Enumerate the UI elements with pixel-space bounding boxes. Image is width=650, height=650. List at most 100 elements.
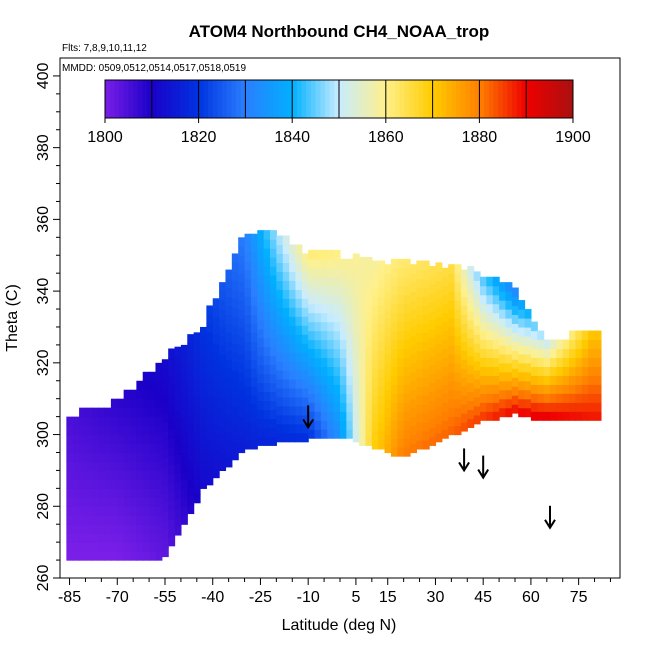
heatmap-cell (244, 439, 252, 450)
heatmap-cell (460, 377, 468, 387)
heatmap-cell (219, 309, 227, 319)
heatmap-cell (149, 416, 157, 427)
heatmap-cell (448, 353, 456, 364)
heatmap-cell (308, 393, 316, 403)
heatmap-cell (161, 439, 169, 450)
heatmap-cell (403, 312, 411, 323)
colorbar-swatch (540, 80, 546, 118)
heatmap-cell (378, 260, 386, 271)
heatmap-cell (454, 273, 462, 283)
heatmap-cell (327, 429, 335, 439)
heatmap-cell (581, 330, 589, 341)
y-tick-label: 280 (35, 493, 52, 520)
heatmap-cell (225, 404, 233, 414)
heatmap-cell (104, 425, 112, 436)
heatmap-cell (390, 357, 398, 368)
heatmap-cell (511, 305, 519, 316)
heatmap-cell (66, 434, 74, 445)
heatmap-cell (327, 294, 335, 305)
heatmap-cell (460, 395, 468, 405)
heatmap-cell (155, 506, 163, 516)
heatmap-cell (530, 330, 538, 341)
heatmap-cell (365, 257, 373, 267)
heatmap-cell (340, 357, 347, 368)
heatmap-cell (206, 314, 214, 324)
heatmap-cell (359, 310, 367, 321)
heatmap-cell (575, 384, 583, 394)
heatmap-cell (206, 359, 214, 369)
heatmap-cell (206, 475, 214, 486)
heatmap-cell (518, 300, 526, 310)
heatmap-cell (410, 291, 417, 301)
heatmap-cell (480, 366, 487, 376)
heatmap-cell (320, 393, 328, 403)
heatmap-cell (174, 436, 182, 446)
heatmap-cell (187, 352, 195, 362)
heatmap-cell (327, 375, 335, 385)
heatmap-cell (575, 402, 583, 412)
heatmap-cell (225, 422, 233, 432)
heatmap-cell (282, 307, 290, 317)
heatmap-cell (295, 361, 303, 371)
heatmap-cell (352, 307, 360, 317)
colorbar-swatch (441, 80, 448, 118)
heatmap-cell (212, 307, 220, 317)
heatmap-cell (410, 362, 417, 373)
heatmap-cell (397, 420, 405, 430)
heatmap-cell (346, 303, 354, 314)
heatmap-cell (295, 325, 303, 335)
heatmap-cell (180, 515, 188, 525)
heatmap-cell (435, 316, 443, 326)
heatmap-cell (359, 400, 367, 411)
heatmap-cell (117, 407, 125, 418)
heatmap-cell (244, 386, 252, 396)
heatmap-cell (270, 310, 277, 321)
heatmap-cell (168, 411, 176, 421)
heatmap-cell (371, 305, 379, 316)
heatmap-cell (492, 303, 500, 314)
y-tick-label: 360 (35, 206, 52, 233)
heatmap-cell (378, 430, 386, 441)
heatmap-cell (518, 335, 526, 346)
heatmap-cell (130, 452, 137, 463)
heatmap-cell (499, 362, 507, 373)
heatmap-cell (365, 274, 373, 285)
colorbar-swatch (488, 80, 494, 118)
heatmap-cell (346, 267, 354, 278)
heatmap-cell (193, 430, 201, 441)
heatmap-cell (98, 443, 106, 454)
heatmap-cell (85, 461, 93, 472)
heatmap-cell (378, 323, 386, 333)
heatmap-cell (295, 414, 303, 425)
heatmap-cell (365, 373, 373, 384)
heatmap-cell (289, 378, 297, 389)
heatmap-cell (365, 364, 373, 375)
heatmap-cell (340, 384, 347, 394)
heatmap-cell (282, 280, 290, 290)
heatmap-cell (460, 350, 468, 360)
heatmap-cell (314, 384, 322, 394)
colorbar-swatch (259, 80, 265, 118)
heatmap-cell (480, 276, 487, 287)
heatmap-cell (257, 230, 265, 240)
heatmap-cell (530, 411, 538, 421)
heatmap-cell (499, 300, 507, 310)
heatmap-cell (333, 330, 341, 341)
heatmap-cell (530, 393, 538, 403)
heatmap-cell (537, 330, 545, 341)
heatmap-cell (282, 370, 290, 380)
heatmap-cell (180, 434, 188, 445)
heatmap-cell (518, 407, 526, 418)
heatmap-cell (352, 253, 360, 264)
heatmap-cell (575, 393, 583, 403)
heatmap-cell (390, 384, 398, 394)
heatmap-cell (365, 436, 373, 446)
colorbar-swatch (371, 80, 377, 118)
heatmap-cell (193, 439, 201, 450)
heatmap-cell (212, 432, 220, 443)
heatmap-cell (193, 377, 201, 387)
heatmap-cell (250, 233, 258, 244)
heatmap-cell (180, 416, 188, 427)
heatmap-cell (130, 506, 137, 516)
colorbar-swatch (282, 80, 289, 118)
